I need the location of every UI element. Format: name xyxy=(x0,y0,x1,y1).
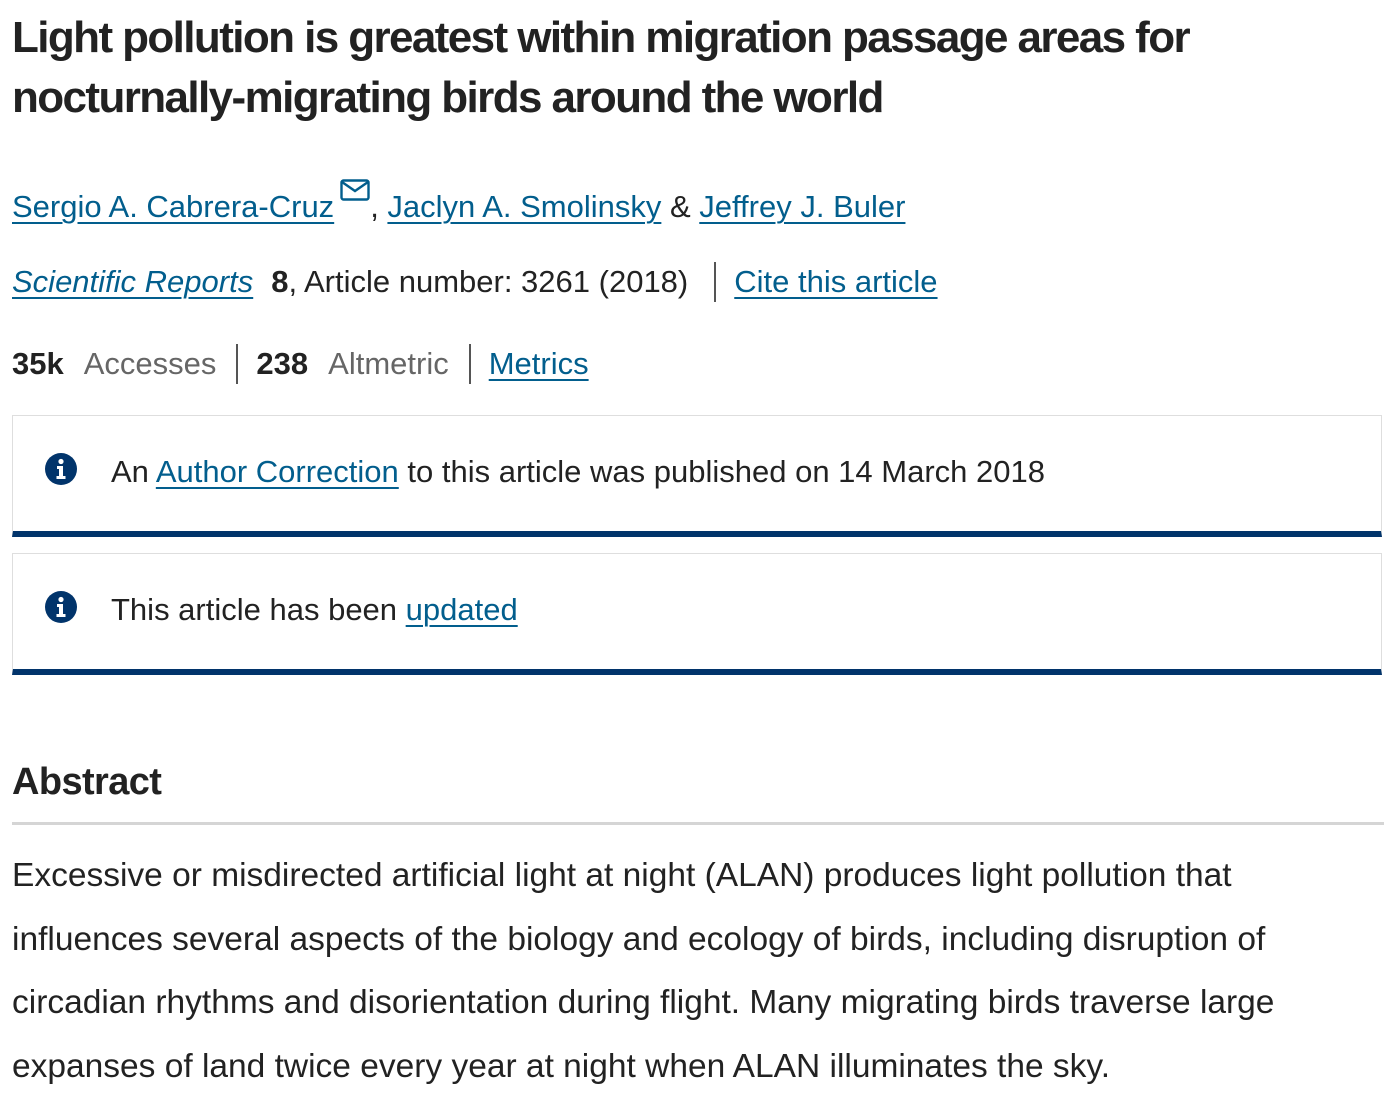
abstract-text: Excessive or misdirected artificial ligh… xyxy=(12,857,1275,1085)
article-title: Light pollution is greatest within migra… xyxy=(12,13,1191,122)
abstract-heading: Abstract xyxy=(12,761,162,803)
notice-text: An Author Correction to this article was… xyxy=(111,449,1045,495)
divider xyxy=(468,344,471,384)
notice-suffix: to this article was published on 14 Marc… xyxy=(398,454,1045,489)
notice-prefix: This article has been xyxy=(111,592,406,627)
author-separator: & xyxy=(661,189,700,224)
journal-volume: 8 xyxy=(271,264,289,299)
author-correction-notice: An Author Correction to this article was… xyxy=(12,415,1382,537)
author-link-cabrera-cruz[interactable]: Sergio A. Cabrera-Cruz xyxy=(12,189,335,224)
info-icon xyxy=(45,453,77,485)
accesses-label: Accesses xyxy=(83,346,217,381)
author-correction-link[interactable]: Author Correction xyxy=(155,454,399,489)
journal-citation: Scientific Reports 8, Article number: 32… xyxy=(12,258,938,306)
updated-link[interactable]: updated xyxy=(405,592,518,627)
divider xyxy=(236,344,239,384)
journal-link[interactable]: Scientific Reports xyxy=(12,264,254,299)
info-icon xyxy=(45,591,77,623)
mail-icon[interactable] xyxy=(340,168,370,201)
author-link-smolinsky[interactable]: Jaclyn A. Smolinsky xyxy=(387,189,662,224)
author-list: Sergio A. Cabrera-Cruz, Jaclyn A. Smolin… xyxy=(12,168,905,230)
altmetric-count: 238 xyxy=(256,346,309,381)
notice-prefix: An xyxy=(111,454,156,489)
altmetric-label: Altmetric xyxy=(328,346,449,381)
metrics-link[interactable]: Metrics xyxy=(488,346,589,381)
author-separator: , xyxy=(370,189,388,224)
article-updated-notice: This article has been updated xyxy=(12,553,1382,675)
accesses-count: 35k xyxy=(12,346,64,381)
abstract-divider xyxy=(12,822,1384,825)
article-metrics: 35k Accesses 238 Altmetric Metrics xyxy=(12,340,589,388)
divider xyxy=(714,262,717,302)
author-link-buler[interactable]: Jeffrey J. Buler xyxy=(699,189,906,224)
cite-article-link[interactable]: Cite this article xyxy=(734,264,938,299)
article-number: , Article number: 3261 (2018) xyxy=(288,264,689,299)
notice-text: This article has been updated xyxy=(111,587,518,633)
